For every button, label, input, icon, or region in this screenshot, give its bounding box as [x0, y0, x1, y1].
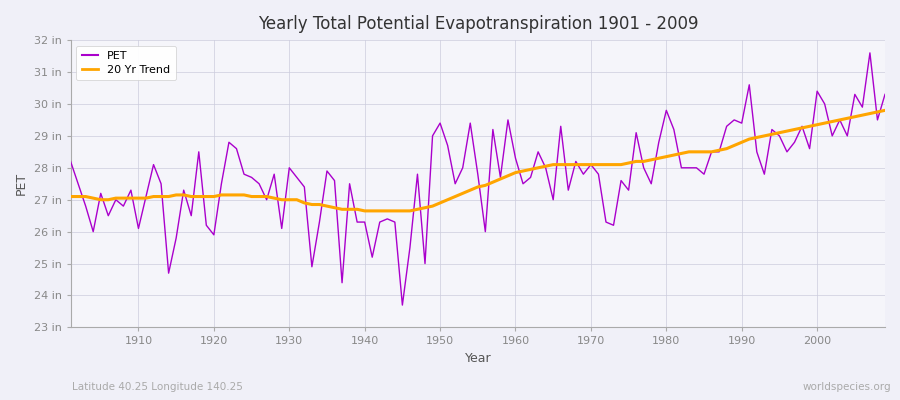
Title: Yearly Total Potential Evapotranspiration 1901 - 2009: Yearly Total Potential Evapotranspiratio… — [257, 15, 698, 33]
X-axis label: Year: Year — [464, 352, 491, 365]
Legend: PET, 20 Yr Trend: PET, 20 Yr Trend — [76, 46, 176, 80]
Text: Latitude 40.25 Longitude 140.25: Latitude 40.25 Longitude 140.25 — [72, 382, 243, 392]
Text: worldspecies.org: worldspecies.org — [803, 382, 891, 392]
Y-axis label: PET: PET — [15, 172, 28, 195]
